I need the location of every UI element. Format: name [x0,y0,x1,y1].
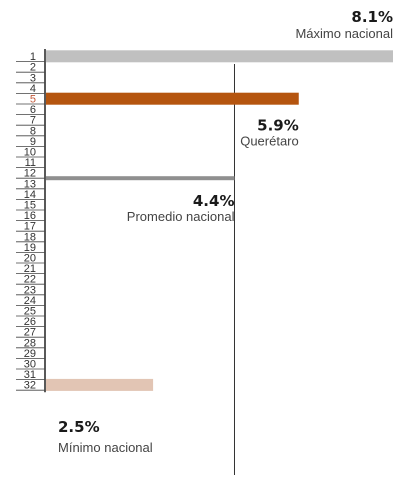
rank-tick-label-7: 7 [30,115,36,127]
rank-tick-label-5: 5 [30,94,36,106]
rank-tick-label-29: 29 [24,348,36,360]
rank-tick-label-31: 31 [24,369,36,381]
rank-tick-label-18: 18 [24,231,36,243]
rank-tick-label-2: 2 [30,62,36,74]
bar-13 [46,176,235,181]
name-label-32: Mínimo nacional [58,440,153,455]
bar-1 [46,50,393,63]
rank-tick-label-25: 25 [24,306,36,318]
rank-tick-label-28: 28 [24,337,36,349]
value-label-5: 5.9% [257,117,299,135]
bars-group [46,50,393,391]
rank-tick-label-32: 32 [24,380,36,392]
rank-tick-label-10: 10 [24,147,36,159]
rank-tick-label-19: 19 [24,242,36,254]
rank-tick-label-26: 26 [24,316,36,328]
rank-tick-label-21: 21 [24,263,36,275]
rank-tick-label-27: 27 [24,327,36,339]
value-label-32: 2.5% [58,418,100,436]
rank-tick-label-6: 6 [30,104,36,116]
rank-tick-label-11: 11 [25,157,36,169]
rank-axis: 1234567891011121314151617181920212223242… [16,49,46,393]
rank-tick-label-17: 17 [24,221,36,233]
value-label-1: 8.1% [351,8,393,26]
name-label-5: Querétaro [240,134,299,149]
rank-tick-label-20: 20 [24,253,36,265]
name-label-13: Promedio nacional [127,209,235,224]
rank-tick-label-13: 13 [24,178,36,190]
bar-5 [46,92,299,105]
rank-tick-label-9: 9 [30,136,36,148]
value-label-13: 4.4% [193,192,235,210]
rank-tick-label-24: 24 [24,295,36,307]
rank-tick-label-14: 14 [24,189,36,201]
rank-tick-label-1: 1 [30,51,36,63]
name-label-1: Máximo nacional [295,26,393,41]
rank-tick-label-12: 12 [24,168,36,180]
rank-tick-label-3: 3 [30,72,36,84]
rank-tick-label-22: 22 [24,274,36,286]
rank-tick-label-16: 16 [24,210,36,222]
bar-32 [46,378,154,391]
rank-tick-label-30: 30 [24,359,36,371]
bar-labels-group: 8.1%Máximo nacional 5.9%Querétaro 4.4%Prom… [58,8,393,455]
rank-tick-label-23: 23 [24,284,36,296]
rank-tick-label-15: 15 [24,200,36,212]
rank-tick-label-8: 8 [30,125,36,137]
rank-tick-label-4: 4 [30,83,36,95]
